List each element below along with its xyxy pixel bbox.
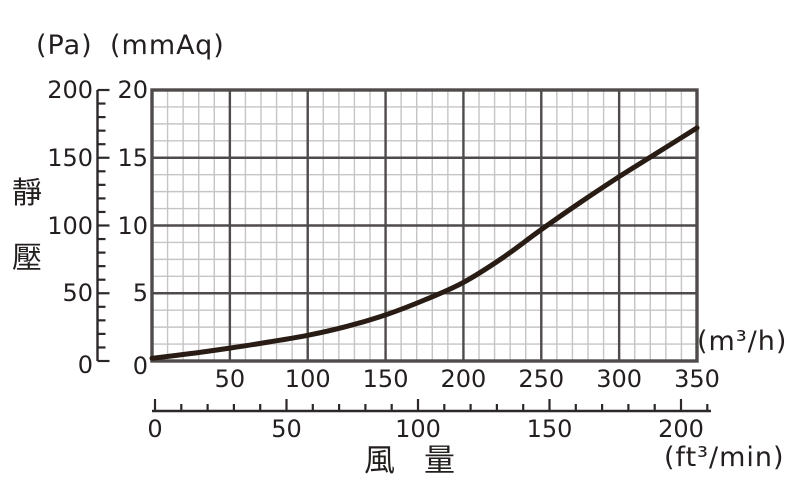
x-axis-title: 風量 — [364, 443, 484, 479]
pa-tick-label: 50 — [62, 279, 93, 308]
cfm-unit-label: (ft³/min) — [664, 442, 785, 473]
m3h-tick-label: 250 — [518, 365, 565, 393]
mmaq-tick-label: 15 — [117, 143, 148, 172]
m3h-tick-label: 350 — [674, 365, 720, 393]
m3h-tick-label: 300 — [596, 365, 643, 393]
cfm-tick-label: 150 — [526, 415, 573, 443]
pressure-curve — [149, 125, 700, 361]
cfm-tick-label: 0 — [147, 415, 163, 443]
m3h-tick-label: 150 — [362, 365, 409, 393]
mmaq-unit-label: (mmAq) — [110, 30, 225, 61]
pa-tick-label: 0 — [77, 351, 93, 379]
cfm-tick-label: 200 — [658, 415, 704, 443]
m3h-tick-label: 200 — [440, 365, 487, 393]
pa-tick-label: 100 — [47, 211, 93, 240]
cfm-tick-label: 50 — [271, 415, 302, 443]
pa-tick-label: 200 — [47, 76, 93, 104]
m3h-tick-label: 50 — [214, 365, 246, 393]
m3h-unit-label: (m³/h) — [697, 326, 788, 357]
cfm-tick-label: 100 — [395, 415, 441, 443]
mmaq-tick-label: 5 — [132, 279, 148, 308]
pa-unit-label: (Pa) — [36, 30, 93, 61]
mmaq-tick-label: 10 — [117, 211, 148, 240]
mmaq-tick-label: 20 — [117, 76, 148, 104]
pa-tick-label: 150 — [47, 143, 93, 172]
mmaq-tick-label: 0 — [132, 352, 148, 380]
m3h-tick-label: 100 — [284, 365, 331, 393]
y-axis-title: 靜壓 — [12, 176, 42, 276]
plot-border — [150, 88, 699, 363]
